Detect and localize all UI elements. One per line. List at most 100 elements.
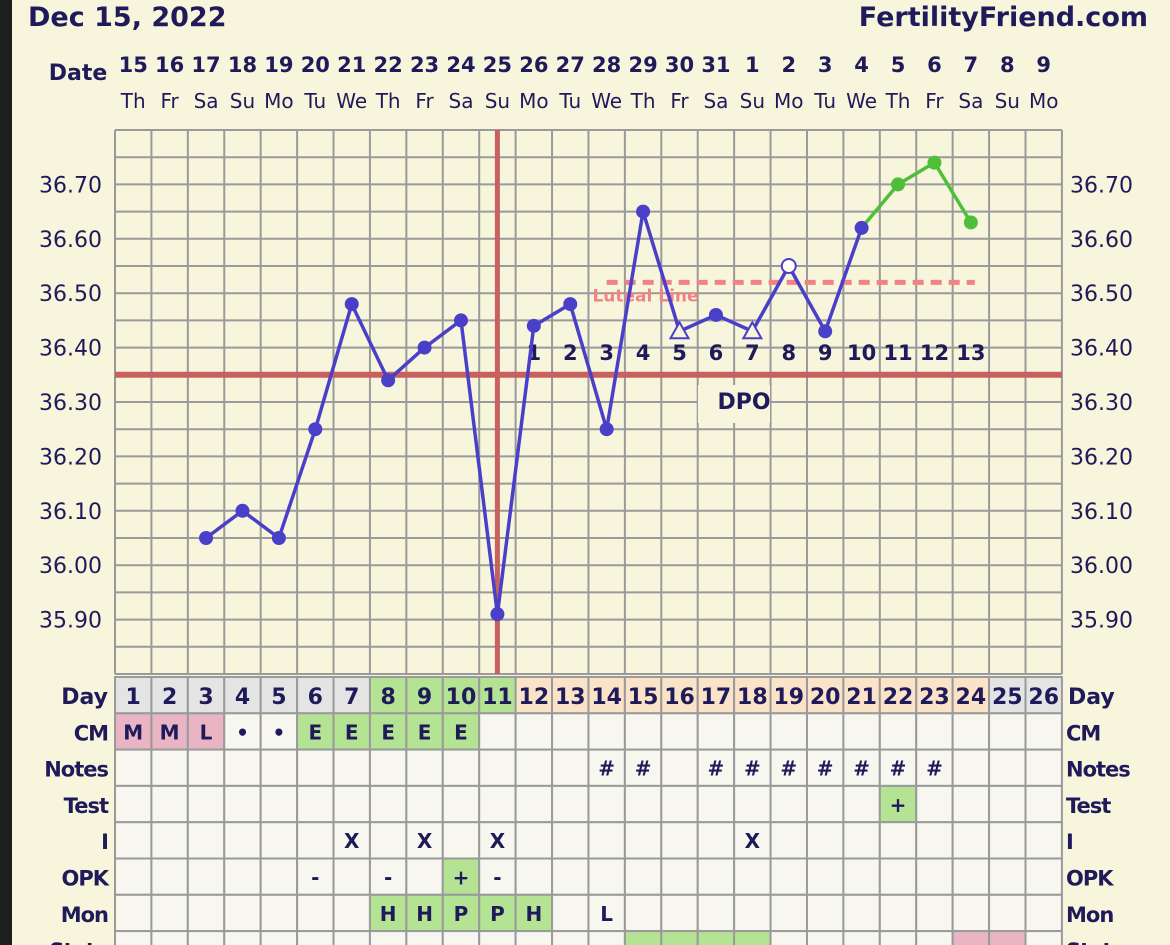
- dpo-number: 7: [745, 341, 760, 365]
- cycle-day: 20: [810, 685, 841, 710]
- date-tick: 16: [155, 53, 184, 77]
- test-cell: [478, 784, 517, 824]
- cycle-day: 9: [417, 685, 432, 710]
- state-cell: [769, 930, 808, 945]
- test-value: +: [890, 793, 907, 817]
- i-value: X: [745, 829, 761, 853]
- mon-cell: [259, 893, 299, 933]
- notes-cell: [441, 748, 481, 787]
- state-cell: [1024, 930, 1063, 945]
- i-cell: [441, 821, 481, 860]
- date-tick: 28: [592, 53, 621, 77]
- opk-cell: [150, 857, 189, 896]
- notes-cell: [296, 748, 335, 787]
- test-cell: [514, 784, 554, 824]
- y-tick-right: 36.40: [1070, 337, 1133, 362]
- date-tick: 29: [628, 53, 657, 77]
- day-cell: [769, 676, 808, 715]
- weekday-tick: Mo: [519, 89, 549, 113]
- date-tick: 31: [701, 53, 730, 77]
- state-cell: [296, 930, 335, 945]
- weekday-tick: Su: [485, 89, 510, 113]
- weekday-tick: Tu: [558, 89, 581, 113]
- opk-cell: [805, 857, 845, 896]
- cycle-day: 6: [308, 685, 323, 710]
- cycle-day: 7: [344, 685, 359, 710]
- weekday-tick: Fr: [925, 89, 944, 113]
- mon-cell: [223, 893, 262, 933]
- temp-line-segment: [459, 320, 500, 615]
- temp-line-segment: [787, 265, 827, 333]
- notes-cell: [478, 748, 517, 787]
- cm-cell: [878, 712, 918, 751]
- row-label-state: State: [49, 939, 108, 945]
- opk-cell: [114, 857, 153, 896]
- mon-value: P: [454, 902, 469, 926]
- temp-line-segment: [750, 265, 791, 333]
- day-cell: [842, 676, 881, 715]
- cm-cell: [951, 712, 991, 751]
- cycle-day: 14: [591, 685, 622, 710]
- temp-line-segment: [495, 325, 536, 615]
- temp-line-segment: [860, 183, 900, 230]
- weekday-tick: Th: [375, 89, 401, 113]
- temp-point: [235, 503, 250, 518]
- test-cell: [842, 784, 881, 824]
- dpo-number: 3: [599, 341, 614, 365]
- date-tick: 6: [927, 53, 942, 77]
- i-cell: [988, 821, 1027, 860]
- notes-cell: [551, 748, 590, 787]
- mon-cell: [878, 893, 918, 933]
- mon-value: H: [380, 902, 397, 926]
- site-name: FertilityFriend.com: [858, 2, 1148, 33]
- cycle-day: 1: [126, 685, 141, 710]
- date-tick: 7: [964, 53, 979, 77]
- row-label-cm: CM: [74, 721, 108, 745]
- state-cell: [368, 930, 408, 945]
- i-cell: [223, 821, 262, 860]
- temp-line-segment: [277, 428, 317, 539]
- notes-cell: [951, 748, 991, 787]
- day-cell: [368, 676, 408, 715]
- y-tick-right: 36.70: [1070, 173, 1133, 198]
- cm-value: E: [381, 720, 395, 744]
- row-label-test: Test: [64, 794, 109, 818]
- notes-value: #: [926, 757, 943, 781]
- i-cell: [150, 821, 189, 860]
- cm-value: •: [272, 720, 285, 744]
- y-tick-right: 36.60: [1070, 228, 1133, 253]
- mon-cell: [769, 893, 808, 933]
- dpo-number: 11: [883, 341, 912, 365]
- test-cell: [296, 784, 335, 824]
- luteal-line-label: Luteal Line: [592, 286, 698, 306]
- cycle-day: 4: [235, 685, 250, 710]
- cycle-day: 19: [773, 685, 804, 710]
- cycle-day: 16: [664, 685, 695, 710]
- cycle-day: 18: [737, 685, 768, 710]
- y-tick-right: 36.50: [1070, 282, 1133, 307]
- temp-point: [381, 373, 396, 388]
- temp-line-segment: [532, 302, 572, 328]
- dpo-number: 9: [818, 341, 833, 365]
- i-cell: [478, 821, 517, 860]
- notes-cell: [988, 748, 1027, 787]
- opk-cell: [660, 857, 699, 896]
- dpo-number: 8: [781, 341, 796, 365]
- cycle-day: 13: [555, 685, 586, 710]
- cm-cell: [696, 712, 736, 751]
- weekday-tick: Th: [120, 89, 146, 113]
- temp-line-segment: [313, 303, 354, 430]
- opk-cell: [915, 857, 954, 896]
- date-tick: 2: [781, 53, 796, 77]
- notes-cell: [805, 748, 845, 787]
- state-cell: [623, 930, 663, 945]
- notes-value: #: [890, 757, 907, 781]
- cm-cell: [915, 712, 954, 751]
- i-cell: [514, 821, 554, 860]
- i-value: X: [417, 829, 433, 853]
- test-cell: [587, 784, 626, 824]
- cycle-day: 3: [198, 685, 213, 710]
- cm-cell: [660, 712, 699, 751]
- test-cell: [186, 784, 226, 824]
- test-cell: [733, 784, 772, 824]
